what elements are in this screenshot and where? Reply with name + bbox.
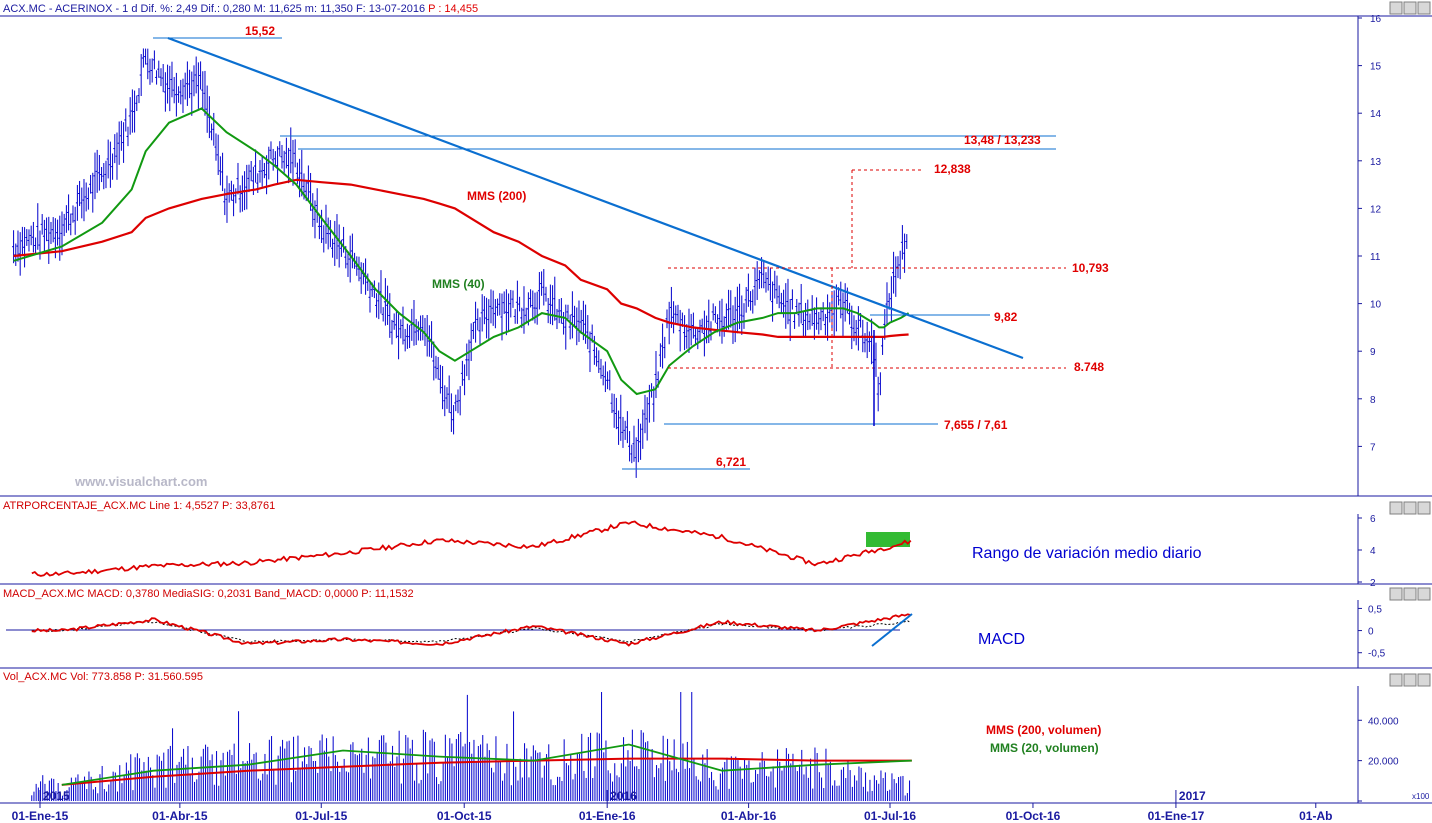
price-header: ACX.MC - ACERINOX - 1 d Dif. %: 2,49 Dif… — [3, 3, 478, 15]
price-tick-label: 11 — [1370, 252, 1381, 263]
watermark: www.visualchart.com — [74, 474, 207, 489]
macd-header: MACD_ACX.MC MACD: 0,3780 MediaSIG: 0,203… — [3, 588, 414, 600]
price-tick-label: 13 — [1370, 157, 1382, 168]
macd-axis-ticks: 0,5 0 -0,5 — [1358, 604, 1386, 660]
panel-frames — [0, 15, 1432, 804]
atr-tick-label: 2 — [1370, 578, 1376, 589]
panel-control-button — [1417, 501, 1431, 515]
label-low-b: 6,721 — [716, 455, 746, 469]
vol-header: Vol_ACX.MC Vol: 773.858 P: 31.560.595 — [3, 671, 203, 683]
atr-line — [31, 520, 912, 577]
macd-label: MACD — [978, 631, 1025, 648]
year-labels: 2015 2016 2017 — [39, 789, 1206, 803]
price-panel: 15,52 13,48 / 13,233 12,838 10,793 9,82 … — [12, 24, 1109, 489]
atr-panel: Rango de variación medio diario — [31, 520, 1202, 577]
panel-buttons — [1389, 1, 1431, 687]
label-breakout: 10,793 — [1072, 261, 1109, 275]
panel-control-button — [1417, 1, 1431, 15]
label-vol-mms200: MMS (200, volumen) — [986, 723, 1101, 737]
date-axis: 01-Ene-15 01-Abr-15 01-Jul-15 01-Oct-15 01-E… — [12, 803, 1332, 823]
label-mms200: MMS (200) — [467, 189, 526, 203]
price-tick-label: 8 — [1370, 395, 1376, 406]
volume-panel: MMS (200, volumen) MMS (20, volumen) — [31, 692, 1101, 801]
atr-tick-label: 6 — [1370, 514, 1376, 525]
date-tick-label: 01-Ene-16 — [579, 809, 636, 823]
date-tick-label: 01-Abr-15 — [152, 809, 208, 823]
volume-mms200-line — [61, 757, 912, 786]
year-label: 2017 — [1179, 789, 1206, 803]
panel-control-button — [1417, 673, 1431, 687]
label-mms40: MMS (40) — [432, 277, 485, 291]
panel-control-button — [1403, 587, 1417, 601]
date-tick-label: 01-Ab — [1299, 809, 1332, 823]
panel-control-button — [1389, 587, 1403, 601]
price-tick-label: 7 — [1370, 442, 1376, 453]
mms200-line — [13, 178, 909, 338]
price-tick-label: 14 — [1370, 109, 1382, 120]
macd-tick-label: 0,5 — [1368, 604, 1382, 615]
macd-tick-label: -0,5 — [1368, 649, 1386, 660]
price-tick-label: 16 — [1370, 14, 1382, 25]
panel-control-button — [1403, 501, 1417, 515]
label-support-b: 8.748 — [1074, 360, 1104, 374]
panel-control-button — [1403, 673, 1417, 687]
label-low-a: 7,655 / 7,61 — [944, 418, 1008, 432]
volume-tick-label: 40.000 — [1368, 716, 1399, 727]
panel-control-button — [1389, 673, 1403, 687]
price-tick-label: 10 — [1370, 300, 1382, 311]
label-support-a: 9,82 — [994, 310, 1018, 324]
mms40-line — [13, 107, 910, 396]
volume-mms20-line — [61, 743, 912, 786]
volume-bars — [31, 692, 911, 801]
atr-axis-ticks: 6 4 2 — [1358, 514, 1376, 589]
date-tick-label: 01-Jul-15 — [295, 809, 347, 823]
price-tick-label: 15 — [1370, 62, 1382, 73]
atr-tick-label: 4 — [1370, 546, 1376, 557]
date-tick-label: 01-Jul-16 — [864, 809, 916, 823]
panel-control-button — [1403, 1, 1417, 15]
macd-trend-arrow — [871, 613, 913, 647]
label-resistance: 13,48 / 13,233 — [964, 133, 1041, 147]
volume-tick-label: 20.000 — [1368, 757, 1399, 768]
volume-axis-ticks: 40.000 20.000 — [1358, 716, 1399, 802]
date-tick-label: 01-Abr-16 — [721, 809, 777, 823]
panel-control-button — [1389, 1, 1403, 15]
price-tick-label: 12 — [1370, 204, 1382, 215]
atr-highlight — [866, 532, 910, 547]
date-tick-label: 01-Oct-15 — [437, 809, 492, 823]
price-axis-ticks: 16 15 14 13 12 11 10 9 8 7 — [1358, 14, 1382, 453]
macd-panel: MACD — [6, 613, 1025, 648]
label-vol-mms20: MMS (20, volumen) — [990, 741, 1099, 755]
downtrend-line — [167, 36, 1024, 360]
date-tick-label: 01-Oct-16 — [1006, 809, 1061, 823]
atr-header: ATRPORCENTAJE_ACX.MC Line 1: 4,5527 P: 3… — [3, 500, 275, 512]
label-target: 12,838 — [934, 162, 971, 176]
year-label: 2016 — [610, 789, 637, 803]
panel-control-button — [1417, 587, 1431, 601]
label-high: 15,52 — [245, 24, 275, 38]
year-label: 2015 — [43, 789, 70, 803]
date-tick-label: 01-Ene-17 — [1148, 809, 1205, 823]
atr-label: Rango de variación medio diario — [972, 545, 1202, 562]
panel-control-button — [1389, 501, 1403, 515]
price-tick-label: 9 — [1370, 347, 1376, 358]
macd-line — [31, 613, 912, 647]
date-tick-label: 01-Ene-15 — [12, 809, 69, 823]
macd-tick-label: 0 — [1368, 627, 1374, 638]
vol-scale-note: x100 — [1412, 792, 1430, 801]
